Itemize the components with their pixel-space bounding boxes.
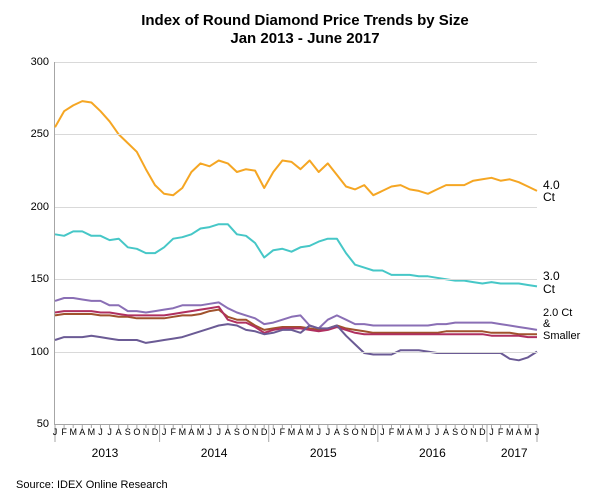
y-axis-label: 50 — [37, 418, 49, 430]
series-line — [55, 101, 537, 195]
x-month-label: J — [162, 427, 167, 437]
x-month-label: N — [252, 427, 259, 437]
gridline — [55, 352, 537, 353]
x-month-label: A — [443, 427, 449, 437]
x-year-label: 2017 — [501, 446, 528, 460]
x-month-label: J — [107, 427, 112, 437]
gridline — [55, 134, 537, 135]
series-line — [55, 224, 537, 286]
x-month-label: A — [188, 427, 194, 437]
x-month-label: O — [242, 427, 249, 437]
x-month-label: M — [197, 427, 205, 437]
x-month-label: J — [216, 427, 221, 437]
title-line-1: Index of Round Diamond Price Trends by S… — [0, 12, 610, 30]
x-month-label: J — [326, 427, 331, 437]
x-month-label: N — [361, 427, 368, 437]
x-month-label: J — [98, 427, 103, 437]
x-month-label: S — [234, 427, 240, 437]
y-axis-label: 100 — [31, 346, 49, 358]
x-month-label: F — [280, 427, 286, 437]
series-label: 4.0Ct — [543, 179, 560, 204]
gridline — [55, 207, 537, 208]
x-month-label: N — [143, 427, 150, 437]
x-month-label: M — [69, 427, 77, 437]
x-month-label: J — [535, 427, 540, 437]
series-label: 3.0Ct — [543, 270, 560, 295]
y-axis-label: 200 — [31, 201, 49, 213]
x-month-label: F — [61, 427, 67, 437]
x-month-label: J — [53, 427, 58, 437]
x-month-label: A — [407, 427, 413, 437]
x-month-label: A — [79, 427, 85, 437]
x-month-label: M — [415, 427, 423, 437]
plot-area: 50100150200250300JFMAMJJASONDJFMAMJJASON… — [54, 62, 537, 425]
x-month-label: M — [288, 427, 296, 437]
x-month-label: M — [397, 427, 405, 437]
x-month-label: J — [271, 427, 276, 437]
source-text: Source: IDEX Online Research — [16, 479, 168, 491]
x-month-label: J — [435, 427, 440, 437]
y-axis-label: 300 — [31, 56, 49, 68]
x-month-label: A — [516, 427, 522, 437]
x-month-label: M — [506, 427, 514, 437]
lines-svg — [55, 62, 537, 424]
series-label: 2.0 Ct &Smaller — [543, 308, 580, 343]
x-year-label: 2016 — [419, 446, 446, 460]
x-month-label: M — [179, 427, 187, 437]
x-month-label: D — [152, 427, 159, 437]
y-axis-label: 250 — [31, 128, 49, 140]
x-month-label: O — [133, 427, 140, 437]
x-month-label: F — [170, 427, 176, 437]
x-month-label: S — [343, 427, 349, 437]
x-month-label: J — [380, 427, 385, 437]
x-month-label: D — [261, 427, 268, 437]
x-month-label: J — [316, 427, 321, 437]
x-month-label: A — [334, 427, 340, 437]
x-year-label: 2015 — [310, 446, 337, 460]
gridline — [55, 279, 537, 280]
x-month-label: A — [298, 427, 304, 437]
x-month-label: J — [426, 427, 431, 437]
x-month-label: M — [306, 427, 314, 437]
series-line — [55, 324, 537, 360]
x-month-label: D — [370, 427, 377, 437]
x-year-label: 2014 — [201, 446, 228, 460]
x-month-label: F — [498, 427, 504, 437]
title-line-2: Jan 2013 - June 2017 — [0, 30, 610, 48]
x-month-label: S — [125, 427, 131, 437]
x-month-label: N — [470, 427, 477, 437]
x-month-label: M — [524, 427, 532, 437]
x-month-label: O — [461, 427, 468, 437]
chart-container: Index of Round Diamond Price Trends by S… — [0, 0, 610, 501]
x-month-label: F — [389, 427, 395, 437]
y-axis-label: 150 — [31, 273, 49, 285]
x-month-label: J — [207, 427, 212, 437]
series-line — [55, 298, 537, 330]
x-month-label: S — [452, 427, 458, 437]
x-month-label: O — [352, 427, 359, 437]
gridline — [55, 62, 537, 63]
x-month-label: J — [489, 427, 494, 437]
x-year-label: 2013 — [92, 446, 119, 460]
x-month-label: A — [225, 427, 231, 437]
x-month-label: D — [479, 427, 486, 437]
x-month-label: M — [88, 427, 96, 437]
chart-title: Index of Round Diamond Price Trends by S… — [0, 12, 610, 48]
x-month-label: A — [116, 427, 122, 437]
